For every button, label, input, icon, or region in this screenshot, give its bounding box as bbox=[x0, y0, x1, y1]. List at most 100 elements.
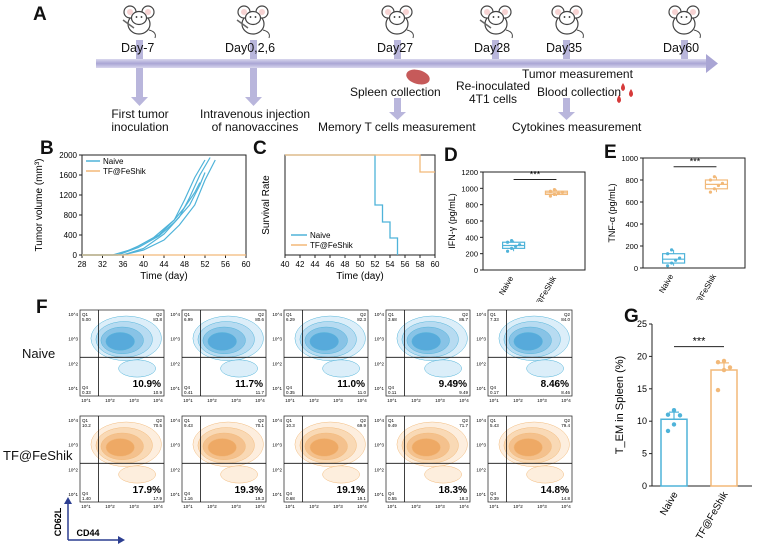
data-point bbox=[510, 239, 514, 243]
tumor-volume-chart: 28 32 36 40 44 48 52 56 60 0 400 800 1200 1600 2000 Tim… bbox=[34, 151, 251, 282]
data-point bbox=[552, 192, 557, 197]
x-tick-label: 10^4 bbox=[357, 398, 367, 403]
bar bbox=[660, 418, 688, 487]
x-axis-label: CD44 bbox=[76, 528, 99, 538]
x-axis-label: Time (day) bbox=[336, 271, 383, 282]
quadrant-value: 9.49 bbox=[388, 423, 397, 428]
quadrant-value: 70.5 bbox=[153, 423, 162, 428]
y-tick-label: 10 bbox=[637, 416, 647, 426]
y-tick-label: 10^1 bbox=[476, 492, 486, 497]
x-tick-label: 10^1 bbox=[387, 504, 397, 509]
significance-label: *** bbox=[693, 336, 707, 348]
em-percent: 14.8% bbox=[541, 485, 569, 496]
quadrant-label: Q4 bbox=[82, 385, 89, 390]
quadrant-label: Q2 bbox=[564, 312, 571, 317]
data-point bbox=[671, 407, 677, 413]
y-axis-label: IFN-γ (pg/mL) bbox=[447, 193, 457, 249]
tem-bar-chart: 0 5 10 15 20 25 T_EM in Spleen (%) Naive TF@FeSh… bbox=[614, 319, 752, 542]
em-percent: 11.0% bbox=[337, 379, 365, 390]
event-first-tumor: First tumor inoculation bbox=[111, 107, 169, 134]
y-tick-label: 10^3 bbox=[170, 443, 180, 448]
quadrant-label: Q2 bbox=[156, 312, 163, 317]
quadrant-value: 71.7 bbox=[459, 423, 468, 428]
x-tick-label: 10^3 bbox=[333, 504, 343, 509]
quadrant-label: Q2 bbox=[564, 418, 571, 423]
x-tick-label: 32 bbox=[98, 260, 107, 269]
y-tick-label: 10^2 bbox=[272, 467, 282, 472]
contour-level bbox=[424, 359, 462, 378]
quadrant-label: Q2 bbox=[462, 418, 469, 423]
em-percent: 8.46% bbox=[541, 379, 569, 390]
event-memory: Memory T cells measurement bbox=[318, 120, 476, 134]
y-tick-label: 10^1 bbox=[68, 492, 78, 497]
quadrant-value: 5.00 bbox=[82, 317, 91, 322]
quadrant-value: 14.8 bbox=[561, 496, 570, 501]
blood-drop-icon bbox=[617, 83, 633, 103]
y-tick-label: 25 bbox=[637, 319, 647, 329]
contour-level bbox=[207, 332, 237, 351]
x-tick-label: 10^3 bbox=[231, 504, 241, 509]
x-tick-label: 10^1 bbox=[81, 398, 91, 403]
y-axis-label: CD62L bbox=[53, 507, 63, 536]
data-point bbox=[720, 181, 725, 185]
data-point bbox=[514, 244, 518, 248]
y-tick-label: 10^4 bbox=[476, 312, 486, 317]
contour-level bbox=[513, 332, 543, 351]
quadrant-value: 0.33 bbox=[82, 390, 91, 395]
x-tick-label: 10^3 bbox=[435, 398, 445, 403]
x-tick-label: 10^3 bbox=[231, 398, 241, 403]
x-tick-label: 56 bbox=[401, 260, 410, 269]
x-tick-label: 10^3 bbox=[435, 504, 445, 509]
quadrant-value: 79.4 bbox=[561, 423, 570, 428]
x-tick-label: 10^2 bbox=[513, 504, 523, 509]
y-tick-label: 1600 bbox=[59, 171, 77, 180]
y-tick-label: 1200 bbox=[59, 191, 77, 200]
day-label: Day27 bbox=[377, 41, 414, 55]
quadrant-value: 0.11 bbox=[388, 390, 397, 395]
y-tick-label: 10^3 bbox=[68, 337, 78, 342]
contour-level bbox=[411, 332, 441, 351]
x-tick-label: 10^4 bbox=[153, 504, 163, 509]
panel-b-label: B bbox=[40, 138, 54, 159]
x-tick-label: 10^2 bbox=[411, 504, 421, 509]
y-tick-label: 1000 bbox=[621, 154, 638, 163]
event-spleen: Spleen collection bbox=[350, 85, 441, 99]
quadrant-label: Q4 bbox=[490, 385, 497, 390]
quadrant-label: Q1 bbox=[286, 312, 293, 317]
contour-level bbox=[513, 438, 543, 457]
y-tick-label: 5 bbox=[642, 449, 647, 459]
series-line bbox=[82, 159, 206, 256]
mouse-icon bbox=[123, 5, 156, 39]
x-tick-label: 10^2 bbox=[309, 504, 319, 509]
data-point bbox=[715, 387, 721, 393]
legend-label: TF@FeShik bbox=[103, 167, 147, 176]
y-tick-label: 1200 bbox=[461, 168, 478, 177]
y-tick-label: 400 bbox=[625, 220, 638, 229]
quadrant-label: Q4 bbox=[286, 491, 293, 496]
x-tick-label: 10^4 bbox=[153, 398, 163, 403]
x-tick-label: 60 bbox=[242, 260, 251, 269]
y-tick-label: 10^4 bbox=[374, 312, 384, 317]
quadrant-value: 9.43 bbox=[184, 423, 193, 428]
quadrant-value: 0.35 bbox=[286, 390, 295, 395]
x-tick-label: 10^2 bbox=[105, 504, 115, 509]
bar bbox=[710, 369, 738, 487]
x-tick-label: 46 bbox=[326, 260, 335, 269]
quadrant-value: 3.68 bbox=[388, 317, 397, 322]
panel-a-label: A bbox=[33, 4, 47, 25]
contour-level bbox=[118, 465, 156, 484]
x-tick-label: 10^2 bbox=[513, 398, 523, 403]
x-tick-label: TF@FeShik bbox=[689, 272, 719, 300]
quadrant-label: Q4 bbox=[490, 491, 497, 496]
x-tick-label: 10^2 bbox=[411, 398, 421, 403]
contour-level bbox=[411, 438, 441, 457]
quadrant-label: Q1 bbox=[286, 418, 293, 423]
data-point bbox=[670, 248, 674, 252]
mouse-icon bbox=[237, 5, 270, 39]
quadrant-value: 19.1 bbox=[357, 496, 366, 501]
x-tick-label: 10^4 bbox=[561, 398, 571, 403]
x-tick-label: Naive bbox=[497, 274, 515, 297]
y-tick-label: 10^1 bbox=[374, 492, 384, 497]
arrow-head-icon bbox=[118, 536, 125, 544]
x-tick-label: 10^4 bbox=[561, 504, 571, 509]
